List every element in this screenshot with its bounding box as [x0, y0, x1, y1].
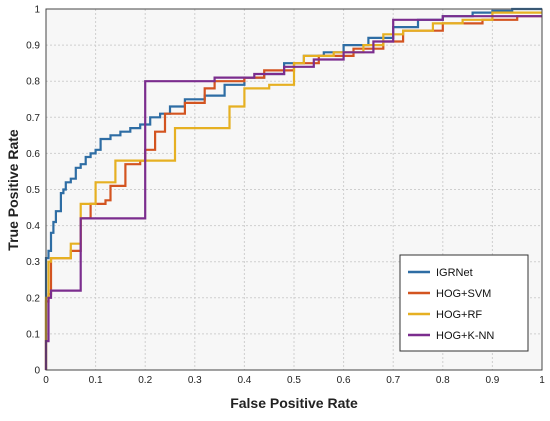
series-line-hog-rf: [44, 11, 542, 370]
x-tick-label: 0.9: [485, 375, 499, 386]
series-line-igrnet: [44, 7, 542, 370]
series-lines: [44, 7, 542, 370]
x-tick-label: 0.3: [188, 375, 202, 386]
y-tick-label: 0.2: [26, 293, 40, 304]
legend-items: IGRNet HOG+SVM HOG+RF HOG+K-NN: [408, 267, 494, 342]
legend-label: HOG+K-NN: [436, 330, 494, 342]
plot-border: [45, 8, 543, 371]
y-tick-label: 0.7: [26, 113, 40, 124]
y-tick-label: 0: [34, 366, 40, 377]
x-tick-label: 0.2: [138, 375, 152, 386]
y-tick-label: 0.6: [26, 149, 40, 160]
legend-label: IGRNet: [436, 267, 473, 279]
x-tick-label: 0.6: [337, 375, 351, 386]
y-tick-label: 0.1: [26, 329, 40, 340]
x-tick-label: 0.5: [287, 375, 301, 386]
series-line-hog-k-nn: [44, 15, 542, 370]
x-tick-label: 0.1: [89, 375, 103, 386]
legend: IGRNet HOG+SVM HOG+RF HOG+K-NN: [399, 254, 529, 352]
legend-label: HOG+SVM: [436, 288, 491, 300]
y-tick-label: 1: [34, 5, 40, 16]
tick-labels: 0 0.1 0.2 0.3 0.4 0.5 0.6 0.7 0.8 0.9 1 0 0.1 0.2 0.3 0…: [26, 5, 545, 387]
x-axis-title: False Positive Rate: [230, 395, 358, 411]
x-tick-label: 0.7: [386, 375, 400, 386]
x-tick-label: 0.4: [237, 375, 251, 386]
x-tick-label: 0: [43, 375, 49, 386]
x-tick-label: 0.8: [436, 375, 450, 386]
y-tick-label: 0.3: [26, 257, 40, 268]
y-tick-label: 0.5: [26, 185, 40, 196]
y-axis-title: True Positive Rate: [5, 129, 21, 251]
x-tick-label: 1: [539, 375, 545, 386]
legend-label: HOG+RF: [436, 309, 482, 321]
y-tick-label: 0.9: [26, 41, 40, 52]
y-tick-label: 0.4: [26, 221, 40, 232]
y-tick-label: 0.8: [26, 77, 40, 88]
